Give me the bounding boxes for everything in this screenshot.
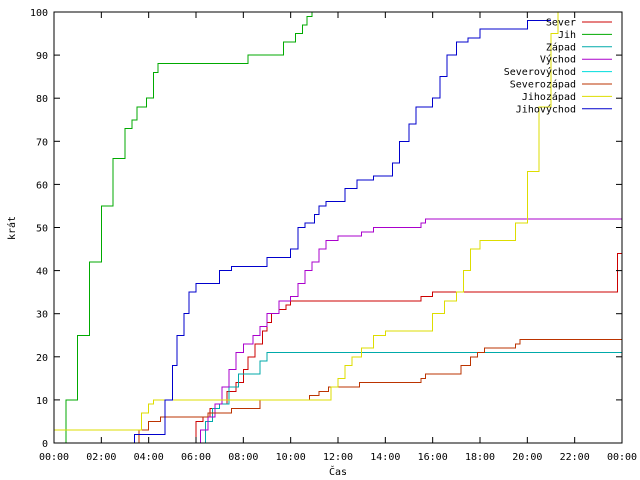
ticks-layer: 0 10 20 30 40 50 60 70 80 90 100 00:00 02:00 04:00 06:… <box>30 8 637 463</box>
series-layer <box>54 12 622 443</box>
x-tick-label: 12:00 <box>323 452 353 463</box>
x-tick-label: 10:00 <box>276 452 306 463</box>
legend-label: Severovýchod <box>504 66 576 78</box>
series-line-6 <box>54 12 559 431</box>
x-tick-label: 04:00 <box>134 452 164 463</box>
x-axis-label: Čas <box>329 465 347 478</box>
x-tick-label: 20:00 <box>512 452 542 463</box>
y-tick-label: 80 <box>36 94 48 105</box>
y-tick-label: 100 <box>30 8 48 19</box>
legend-label: Západ <box>546 41 576 53</box>
series-line-3 <box>196 218 622 443</box>
x-tick-label: 14:00 <box>370 452 400 463</box>
y-tick-label: 10 <box>36 396 48 407</box>
legend-label: Jihozápad <box>522 91 576 103</box>
legend: SeverJihZápadVýchodSeverovýchodSeverozáp… <box>504 18 612 115</box>
x-tick-label: 00:00 <box>39 452 69 463</box>
legend-label: Jih <box>558 30 576 41</box>
y-tick-label: 70 <box>36 137 48 148</box>
y-tick-label: 20 <box>36 353 48 364</box>
series-line-7 <box>129 20 551 443</box>
y-tick-label: 90 <box>36 51 48 62</box>
y-axis-label: krát <box>6 216 18 240</box>
legend-label: Severozápad <box>510 79 576 91</box>
legend-label: Jihovýchod <box>516 103 576 115</box>
series-group <box>54 12 622 443</box>
legend-label: Východ <box>540 54 576 66</box>
y-tick-label: 60 <box>36 180 48 191</box>
x-tick-label: 06:00 <box>181 452 211 463</box>
y-tick-label: 0 <box>42 439 48 450</box>
x-tick-label: 22:00 <box>560 452 590 463</box>
x-tick-label: 00:00 <box>607 452 637 463</box>
legend-label: Sever <box>546 18 576 29</box>
x-tick-label: 02:00 <box>86 452 116 463</box>
x-tick-label: 18:00 <box>465 452 495 463</box>
y-tick-label: 30 <box>36 310 48 321</box>
y-tick-label: 40 <box>36 267 48 278</box>
series-line-5 <box>132 339 622 443</box>
series-line-1 <box>58 12 313 443</box>
x-tick-label: 08:00 <box>228 452 258 463</box>
y-tick-label: 50 <box>36 224 48 235</box>
x-tick-label: 16:00 <box>418 452 448 463</box>
